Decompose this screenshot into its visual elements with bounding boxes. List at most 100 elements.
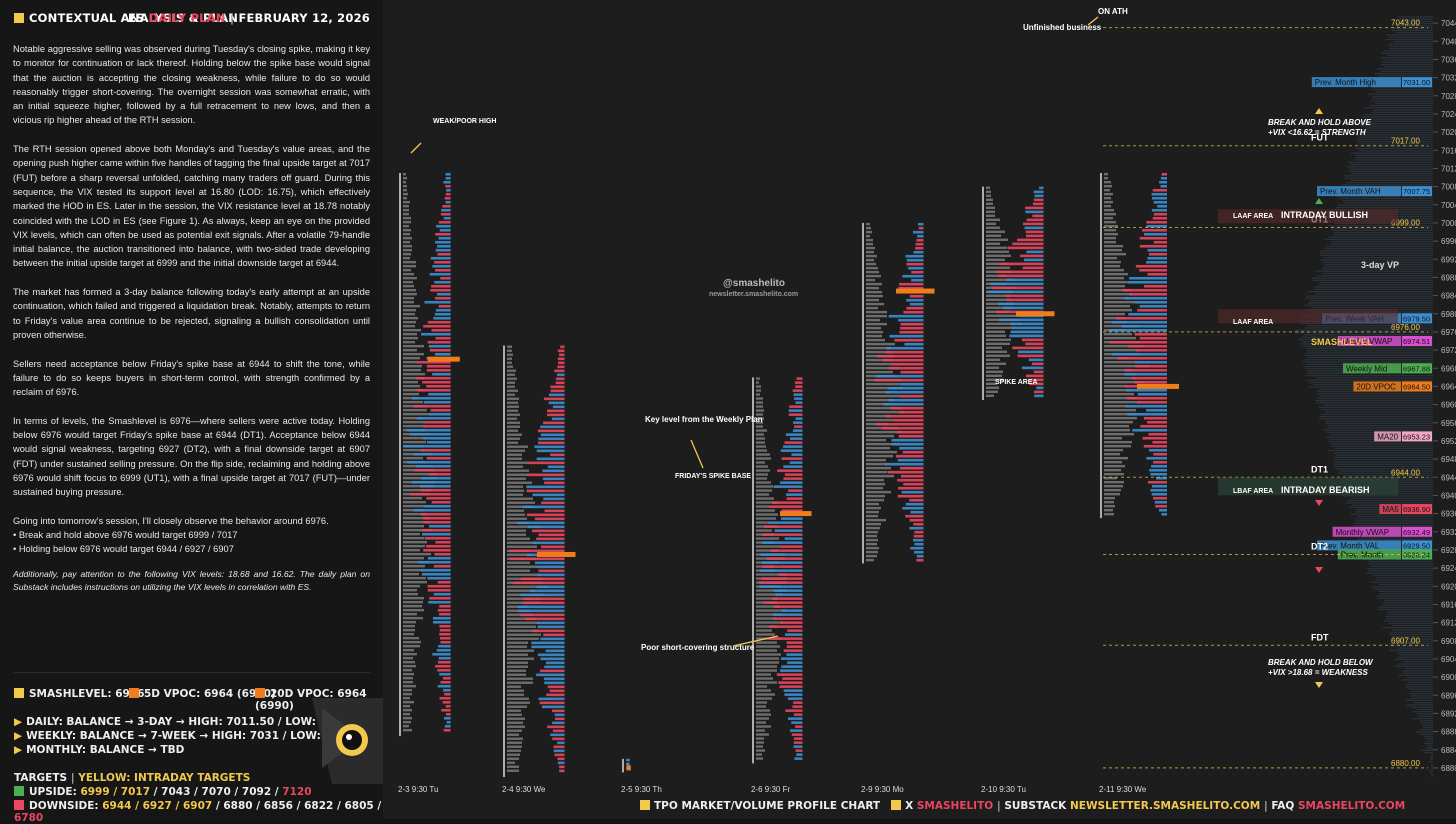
volume-bar	[914, 550, 924, 554]
volume-bar	[557, 349, 565, 353]
volume-bar	[795, 401, 803, 404]
volume-bar	[548, 401, 565, 405]
footer-x-link[interactable]: SMASHELITO	[916, 800, 994, 812]
composite-profile-bar	[1379, 57, 1433, 59]
tpo-row	[403, 560, 429, 564]
tpo-row	[403, 292, 417, 296]
composite-profile-bar	[1377, 577, 1433, 579]
composite-profile-bar	[1395, 32, 1433, 34]
volume-bar	[874, 378, 924, 382]
composite-profile-bar	[1345, 502, 1433, 504]
volume-bar	[914, 530, 924, 534]
volume-bar	[544, 509, 565, 513]
composite-profile-bar	[1315, 400, 1433, 402]
volume-bar	[409, 492, 451, 496]
volume-bar	[546, 693, 565, 697]
volume-bar	[1143, 232, 1167, 236]
composite-profile-bar	[1347, 166, 1433, 168]
tpo-row	[1104, 492, 1120, 496]
tpo-row	[403, 692, 412, 696]
upside-yellow: 6999 / 7017	[80, 786, 151, 798]
volume-bar	[885, 390, 924, 394]
volume-bar	[522, 601, 565, 605]
tpo-row	[403, 680, 413, 684]
price-tick-label: 6908.00	[1441, 637, 1456, 646]
tpo-row	[403, 656, 413, 660]
composite-profile-bar	[1407, 681, 1433, 683]
composite-profile-bar	[1295, 331, 1433, 334]
tpo-row	[507, 393, 515, 396]
volume-bar	[1146, 260, 1167, 264]
composite-profile-bar	[1418, 715, 1433, 717]
volume-bar	[538, 533, 565, 537]
volume-bar	[427, 584, 451, 588]
tpo-row	[986, 326, 1014, 329]
footer-substack-link[interactable]: NEWSLETTER.SMASHELITO.COM	[1069, 800, 1261, 812]
annotation: ON ATH	[1098, 7, 1128, 16]
volume-bar	[438, 644, 451, 648]
volume-bar	[440, 680, 451, 684]
tpo-row	[986, 378, 1004, 381]
level-tag-value-box	[1402, 313, 1432, 324]
volume-bar	[796, 753, 803, 756]
composite-profile-bar	[1423, 742, 1433, 745]
composite-profile-bar	[1320, 254, 1433, 256]
tpo-row	[1104, 300, 1135, 304]
volume-bar	[430, 408, 451, 412]
volume-bar	[1129, 276, 1167, 280]
volume-bar	[519, 613, 565, 617]
composite-profile-bar	[1397, 647, 1433, 649]
tpo-row	[1104, 280, 1127, 284]
volume-bar	[432, 372, 451, 376]
volume-bar	[791, 453, 803, 456]
tpo-row	[403, 708, 412, 712]
volume-bar	[534, 561, 565, 565]
volume-bar	[434, 352, 451, 356]
volume-bar	[1140, 424, 1167, 428]
tpo-row	[403, 420, 425, 424]
tpo-row	[1104, 292, 1132, 296]
volume-bar	[420, 512, 451, 516]
composite-profile-bar	[1423, 752, 1433, 754]
volume-bar	[430, 288, 451, 292]
volume-bar	[1025, 342, 1044, 346]
tpo-row	[1104, 436, 1122, 440]
composite-profile-bar	[1325, 245, 1433, 247]
composite-profile-bar	[1327, 225, 1433, 227]
composite-profile-bar	[1385, 618, 1433, 620]
volume-bar	[421, 476, 451, 480]
tpo-row	[866, 550, 878, 554]
volume-bar	[428, 600, 451, 604]
composite-profile-bar	[1398, 16, 1433, 18]
volume-bar	[438, 660, 451, 664]
composite-profile-bar	[1321, 409, 1433, 411]
volume-bar	[552, 737, 565, 741]
tpo-row	[403, 636, 419, 640]
target-value: 6880.00	[1391, 759, 1420, 768]
tpo-row	[507, 717, 525, 720]
tpo-row	[986, 218, 1000, 221]
tpo-row	[507, 673, 526, 676]
volume-bar	[427, 320, 451, 324]
volume-bar	[791, 733, 803, 736]
volume-bar	[1125, 404, 1167, 408]
volume-bar	[557, 365, 565, 369]
footer-faq-link[interactable]: SMASHELITO.COM	[1298, 800, 1406, 812]
volume-bar	[886, 346, 924, 350]
target-value: 7043.00	[1391, 19, 1420, 28]
tpo-row	[866, 242, 873, 246]
composite-profile-bar	[1422, 724, 1433, 726]
tpo-row	[403, 260, 416, 264]
volume-bar	[1010, 322, 1044, 326]
volume-bar	[913, 522, 924, 526]
volume-bar	[420, 448, 451, 452]
volume-bar	[904, 342, 924, 346]
volume-bar	[1126, 396, 1167, 400]
volume-bar	[1135, 348, 1167, 352]
tpo-row	[403, 284, 414, 288]
volume-bar	[1147, 272, 1167, 276]
level-tag-value-box	[1402, 381, 1432, 392]
volume-bar	[422, 380, 451, 384]
volume-bar	[538, 697, 565, 701]
tpo-row	[1104, 240, 1116, 244]
